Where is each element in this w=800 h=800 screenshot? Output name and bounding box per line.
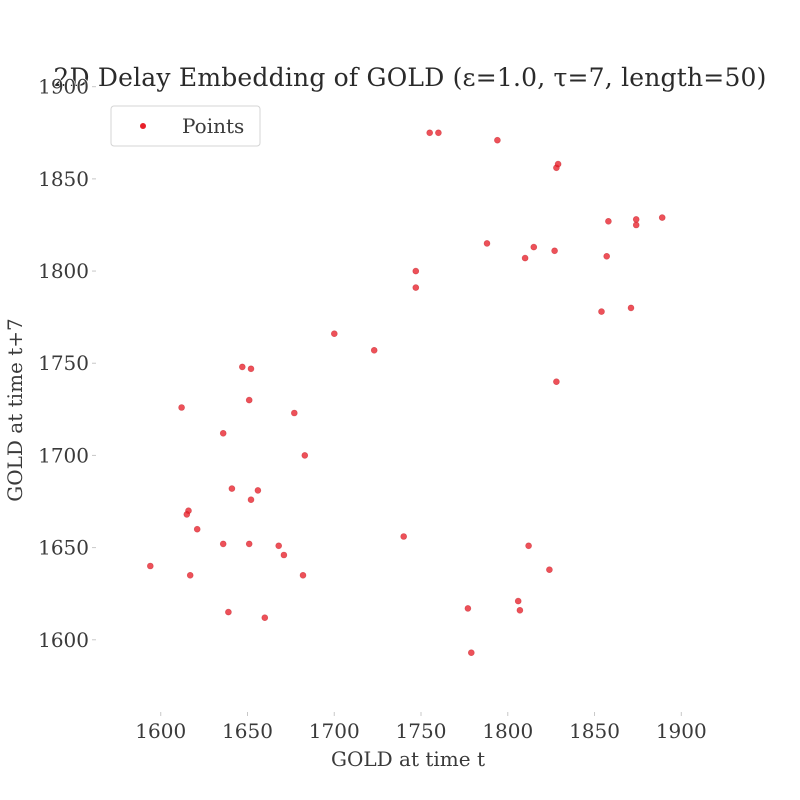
data-point	[553, 378, 560, 386]
data-point	[245, 396, 253, 404]
data-point	[658, 214, 666, 221]
x-tick-label: 1750	[396, 719, 447, 743]
data-points	[147, 129, 666, 657]
y-tick-label: 1650	[38, 536, 89, 560]
data-point	[400, 533, 408, 540]
data-point	[530, 243, 538, 251]
data-point	[467, 649, 475, 657]
x-tick-label: 1800	[482, 719, 533, 743]
x-axis: 1600 1650 1700 1750 1800 1850 1900	[135, 712, 707, 744]
x-tick-label: 1650	[222, 719, 273, 743]
data-point	[239, 363, 246, 371]
legend-box	[110, 105, 261, 147]
data-point	[546, 566, 553, 574]
data-point	[632, 216, 640, 223]
data-point	[627, 304, 635, 312]
data-point	[147, 562, 154, 570]
data-point	[225, 608, 232, 616]
data-point	[516, 606, 524, 614]
y-tick-label: 1900	[38, 75, 89, 99]
y-axis: 1600 1650 1700 1750 1800 1850 1900	[37, 74, 96, 652]
data-point	[426, 129, 434, 137]
y-tick-label: 1850	[38, 167, 89, 191]
data-point	[464, 605, 472, 612]
data-point	[514, 597, 522, 605]
data-point	[275, 542, 283, 550]
data-point	[301, 452, 309, 459]
x-tick-label: 1900	[656, 719, 707, 743]
data-point	[632, 221, 640, 229]
y-tick-label: 1750	[38, 351, 89, 375]
data-point	[254, 487, 262, 494]
data-point	[521, 254, 529, 262]
data-point	[483, 240, 491, 247]
data-point	[186, 571, 194, 579]
chart-title: 2D Delay Embedding of GOLD (ε=1.0, τ=7, …	[53, 63, 766, 92]
y-tick-label: 1700	[38, 443, 89, 467]
data-point	[183, 511, 191, 518]
y-tick-label: 1600	[38, 628, 89, 652]
x-tick-label: 1600	[135, 719, 186, 743]
data-point	[412, 284, 420, 291]
y-axis-label: GOLD at time t+7	[3, 318, 27, 501]
data-point	[605, 218, 612, 225]
data-point	[245, 540, 253, 548]
x-tick-label: 1700	[309, 719, 360, 743]
data-point	[247, 365, 255, 373]
data-point	[330, 330, 338, 338]
data-point	[525, 542, 532, 550]
legend-marker	[140, 123, 146, 129]
data-point	[598, 308, 605, 315]
data-point	[247, 496, 255, 504]
data-point	[299, 571, 307, 579]
data-point	[494, 136, 501, 144]
data-point	[178, 404, 185, 411]
legend: Points	[110, 105, 261, 147]
data-point	[228, 485, 236, 492]
data-point	[219, 540, 227, 548]
x-tick-label: 1850	[569, 719, 620, 743]
data-point	[193, 525, 201, 533]
data-point	[219, 429, 227, 437]
data-point	[603, 252, 611, 260]
data-point	[435, 129, 442, 137]
data-point	[261, 614, 269, 622]
data-point	[551, 247, 558, 255]
y-tick-label: 1800	[38, 259, 89, 283]
legend-label: Points	[182, 114, 244, 138]
data-point	[370, 346, 378, 354]
data-point	[554, 160, 562, 168]
data-point	[280, 551, 288, 559]
data-point	[412, 267, 420, 275]
data-point	[290, 409, 298, 417]
x-axis-label: GOLD at time t	[331, 747, 485, 771]
